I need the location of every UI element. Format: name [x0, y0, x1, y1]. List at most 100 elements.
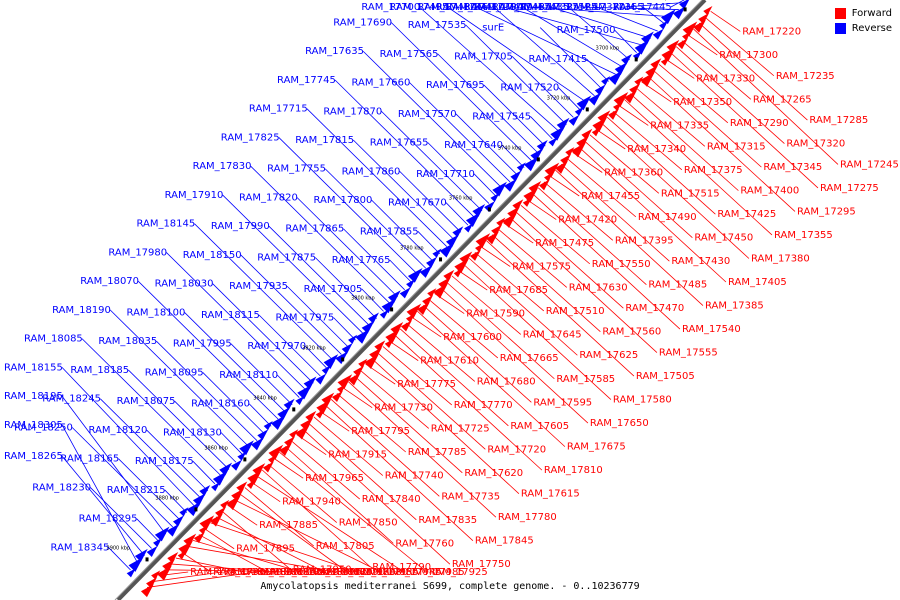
leader-line	[194, 223, 335, 362]
gene-label: RAM_17765	[332, 255, 391, 266]
gene-label: RAM_18165	[60, 454, 119, 465]
leader-line	[164, 569, 312, 573]
leader-line	[474, 252, 545, 312]
reverse-gene	[239, 440, 254, 456]
leader-line	[296, 197, 398, 298]
leader-line	[635, 87, 706, 147]
leader-line	[290, 440, 361, 500]
reverse-gene	[146, 545, 158, 558]
forward-gene	[252, 463, 266, 477]
gene-label: RAM_18120	[89, 425, 148, 436]
gene-label: RAM_17955	[360, 567, 419, 578]
gene-label: RAM_17995	[173, 339, 232, 350]
forward-gene	[581, 128, 593, 140]
leader-line	[491, 234, 601, 333]
forward-gene	[607, 108, 619, 120]
forward-gene	[438, 276, 452, 290]
leader-line	[664, 58, 695, 79]
forward-gene	[629, 83, 641, 95]
gene-tracks	[114, 0, 713, 600]
forward-gene	[693, 19, 706, 33]
leader-line	[220, 432, 244, 456]
gene-label: RAM_17675	[567, 442, 626, 453]
forward-gene	[491, 224, 503, 236]
leader-line	[192, 460, 216, 485]
leader-line	[238, 493, 348, 573]
leader-line	[227, 504, 258, 526]
forward-gene	[400, 320, 412, 332]
forward-gene	[220, 499, 230, 510]
gene-label: RAM_17525	[538, 2, 597, 13]
reverse-gene	[381, 298, 397, 314]
leader-line	[411, 316, 442, 338]
reverse-gene	[672, 6, 686, 20]
forward-gene	[682, 31, 692, 41]
gene-label: RAM_17555	[659, 348, 718, 359]
scale-tick-mark	[243, 457, 247, 462]
scale-tick-label: 3820 kbp	[302, 346, 326, 352]
gene-label: RAM_17910	[165, 190, 224, 201]
reverse-gene	[270, 415, 286, 430]
leader-line	[399, 328, 509, 427]
gene-label: RAM_17975	[275, 313, 334, 324]
gene-label: RAM_17980	[108, 247, 167, 258]
gene-label: RAM_17620	[464, 468, 523, 479]
reverse-gene	[472, 204, 486, 217]
leader-line	[61, 424, 138, 564]
leader-line	[248, 403, 272, 427]
reverse-gene	[504, 178, 517, 192]
forward-gene	[528, 180, 542, 194]
gene-label: RAM_17330	[696, 73, 755, 84]
reverse-gene	[601, 76, 611, 86]
leader-line	[268, 225, 370, 327]
leader-line	[589, 134, 660, 194]
leader-line	[595, 128, 626, 150]
leader-line	[302, 428, 451, 565]
gene-label: RAM_18140	[224, 567, 283, 578]
leader-line	[503, 222, 534, 244]
reverse-gene	[574, 106, 584, 116]
leader-line	[187, 545, 335, 573]
leader-line	[549, 6, 651, 39]
gene-label: RAM_17825	[221, 132, 280, 143]
leader-line	[221, 510, 291, 570]
gene-label: RAM_17475	[535, 238, 594, 249]
leader-line	[520, 205, 591, 265]
gene-label: RAM_17435	[510, 2, 569, 13]
reverse-gene	[263, 420, 273, 431]
leader-line	[137, 280, 279, 420]
gene-label: RAM_17925	[429, 567, 488, 578]
gene-label: RAM_17265	[753, 94, 812, 105]
leader-line	[250, 481, 281, 503]
leader-line	[222, 194, 363, 334]
leader-line	[365, 363, 396, 385]
forward-gene	[337, 374, 353, 390]
leader-line	[175, 557, 245, 573]
gene-label: RAM_18145	[136, 219, 195, 230]
gene-label: RAM_17495	[390, 2, 449, 13]
forward-gene	[262, 461, 274, 473]
reverse-label: Reverse	[851, 23, 892, 34]
scale-tick-label: 3720 kbp	[547, 96, 571, 102]
gene-label: RAM_17350	[673, 97, 732, 108]
forward-gene	[459, 251, 473, 265]
scale-tick-label: 3680 kbp	[645, 0, 669, 2]
gene-label: RAM_17680	[477, 376, 536, 387]
leader-line	[362, 50, 504, 190]
leader-line	[152, 571, 222, 582]
gene-label: RAM_17540	[682, 324, 741, 335]
gene-label: RAM_17755	[267, 164, 326, 175]
gene-label: RAM_17820	[239, 192, 298, 203]
leader-line	[61, 395, 167, 535]
gene-label: RAM_18085	[24, 334, 83, 345]
gene-label: RAM_18150	[183, 250, 242, 261]
forward-gene	[390, 322, 404, 335]
gene-label: RAM_17960	[337, 567, 396, 578]
gene-label: RAM_17940	[282, 497, 341, 508]
gene-label: RAM_17920	[280, 567, 339, 578]
leader-line	[286, 285, 349, 348]
leader-line	[447, 6, 588, 104]
reverse-gene	[315, 373, 327, 385]
reverse-gene	[568, 114, 580, 126]
leader-line	[305, 345, 328, 370]
